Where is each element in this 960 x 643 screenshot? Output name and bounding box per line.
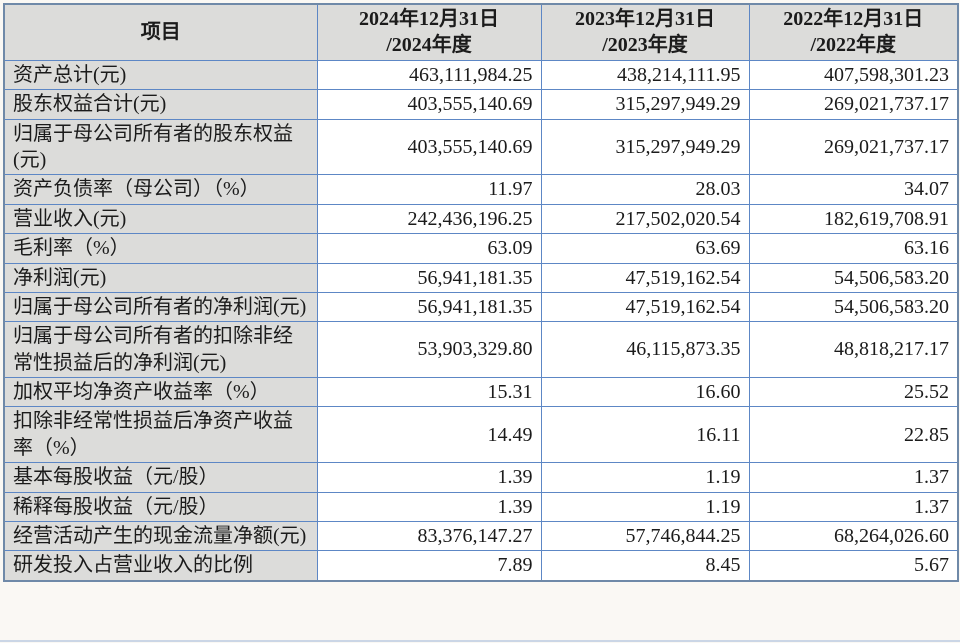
table-row: 毛利率（%） 63.09 63.69 63.16 (3, 233, 959, 264)
value-cell: 54,506,583.20 (748, 262, 959, 293)
row-label: 营业收入(元) (3, 203, 318, 235)
value-cell: 217,502,020.54 (540, 203, 750, 235)
row-label: 归属于母公司所有者的扣除非经常性损益后的净利润(元) (3, 321, 318, 379)
header-period-2024-date: 2024年12月31日 (359, 8, 499, 30)
table-header-row: 项目 2024年12月31日 /2024年度 2023年12月31日 /2023… (3, 3, 959, 61)
value-cell: 315,297,949.29 (540, 89, 750, 120)
value-cell: 438,214,111.95 (540, 59, 750, 91)
value-cell: 7.89 (316, 550, 542, 582)
header-period-2024-year: /2024年度 (386, 34, 472, 57)
value-cell: 28.03 (540, 174, 750, 205)
header-period-2022-date: 2022年12月31日 (783, 8, 924, 30)
row-label: 资产负债率（母公司）（%） (3, 174, 318, 205)
value-cell: 68,264,026.60 (748, 521, 959, 552)
table-row: 营业收入(元) 242,436,196.25 217,502,020.54 182,6… (3, 203, 959, 235)
header-period-2022: 2022年12月31日 /2022年度 (748, 3, 959, 61)
value-cell: 1.37 (748, 491, 959, 523)
value-cell: 5.67 (748, 550, 959, 582)
value-cell: 403,555,140.69 (316, 118, 542, 176)
value-cell: 1.37 (748, 462, 959, 493)
header-period-2023-date: 2023年12月31日 (575, 8, 715, 30)
table-row: 研发投入占营业收入的比例 7.89 8.45 5.67 (3, 550, 959, 582)
value-cell: 1.39 (316, 491, 542, 523)
row-label: 资产总计(元) (3, 59, 318, 91)
value-cell: 47,519,162.54 (540, 291, 750, 323)
value-cell: 8.45 (540, 550, 750, 582)
table-row: 经营活动产生的现金流量净额(元) 83,376,147.27 57,746,844.… (3, 521, 959, 552)
financial-summary-table: 项目 2024年12月31日 /2024年度 2023年12月31日 /2023… (3, 3, 959, 582)
row-label: 扣除非经常性损益后净资产收益率（%） (3, 406, 318, 464)
header-item-column: 项目 (3, 3, 318, 61)
table-row: 基本每股收益（元/股） 1.39 1.19 1.37 (3, 462, 959, 493)
row-label: 经营活动产生的现金流量净额(元) (3, 521, 318, 552)
header-period-2022-year: /2022年度 (810, 34, 897, 57)
table-row: 归属于母公司所有者的扣除非经常性损益后的净利润(元) 53,903,329.80 4… (3, 321, 959, 379)
value-cell: 11.97 (316, 174, 542, 205)
value-cell: 56,941,181.35 (316, 291, 542, 323)
table-row: 资产总计(元) 463,111,984.25 438,214,111.95 407,5… (3, 59, 959, 91)
value-cell: 407,598,301.23 (748, 59, 959, 91)
header-period-2024: 2024年12月31日 /2024年度 (316, 3, 542, 61)
value-cell: 57,746,844.25 (540, 521, 750, 552)
value-cell: 63.16 (748, 233, 959, 264)
row-label: 毛利率（%） (3, 233, 318, 264)
value-cell: 463,111,984.25 (316, 59, 542, 91)
value-cell: 53,903,329.80 (316, 321, 542, 379)
row-label: 股东权益合计(元) (3, 89, 318, 120)
value-cell: 16.11 (540, 406, 750, 464)
bottom-divider (0, 640, 960, 642)
value-cell: 83,376,147.27 (316, 521, 542, 552)
value-cell: 48,818,217.17 (748, 321, 959, 379)
value-cell: 25.52 (748, 377, 959, 408)
table-row: 股东权益合计(元) 403,555,140.69 315,297,949.29 269… (3, 89, 959, 120)
row-label: 稀释每股收益（元/股） (3, 491, 318, 523)
row-label: 加权平均净资产收益率（%） (3, 377, 318, 408)
row-label: 净利润(元) (3, 262, 318, 293)
value-cell: 242,436,196.25 (316, 203, 542, 235)
value-cell: 46,115,873.35 (540, 321, 750, 379)
header-period-2023-year: /2023年度 (602, 34, 688, 57)
table-row: 归属于母公司所有者的股东权益(元) 403,555,140.69 315,297,9… (3, 118, 959, 176)
value-cell: 1.19 (540, 491, 750, 523)
table-row: 稀释每股收益（元/股） 1.39 1.19 1.37 (3, 491, 959, 523)
value-cell: 63.69 (540, 233, 750, 264)
value-cell: 34.07 (748, 174, 959, 205)
value-cell: 22.85 (748, 406, 959, 464)
table-row: 净利润(元) 56,941,181.35 47,519,162.54 54,506,5… (3, 262, 959, 293)
header-period-2023: 2023年12月31日 /2023年度 (540, 3, 750, 61)
row-label: 基本每股收益（元/股） (3, 462, 318, 493)
value-cell: 47,519,162.54 (540, 262, 750, 293)
table-body: 资产总计(元) 463,111,984.25 438,214,111.95 407,5… (3, 59, 959, 582)
row-label: 归属于母公司所有者的股东权益(元) (3, 118, 318, 176)
table-row: 归属于母公司所有者的净利润(元) 56,941,181.35 47,519,162.… (3, 291, 959, 323)
value-cell: 15.31 (316, 377, 542, 408)
value-cell: 1.39 (316, 462, 542, 493)
value-cell: 63.09 (316, 233, 542, 264)
value-cell: 16.60 (540, 377, 750, 408)
value-cell: 315,297,949.29 (540, 118, 750, 176)
row-label: 研发投入占营业收入的比例 (3, 550, 318, 582)
value-cell: 54,506,583.20 (748, 291, 959, 323)
table-row: 资产负债率（母公司）（%） 11.97 28.03 34.07 (3, 174, 959, 205)
table-row: 扣除非经常性损益后净资产收益率（%） 14.49 16.11 22.85 (3, 406, 959, 464)
value-cell: 56,941,181.35 (316, 262, 542, 293)
value-cell: 269,021,737.17 (748, 118, 959, 176)
value-cell: 403,555,140.69 (316, 89, 542, 120)
value-cell: 14.49 (316, 406, 542, 464)
value-cell: 1.19 (540, 462, 750, 493)
table-row: 加权平均净资产收益率（%） 15.31 16.60 25.52 (3, 377, 959, 408)
value-cell: 269,021,737.17 (748, 89, 959, 120)
header-item-label: 项目 (140, 21, 181, 44)
value-cell: 182,619,708.91 (748, 203, 959, 235)
row-label: 归属于母公司所有者的净利润(元) (3, 291, 318, 323)
